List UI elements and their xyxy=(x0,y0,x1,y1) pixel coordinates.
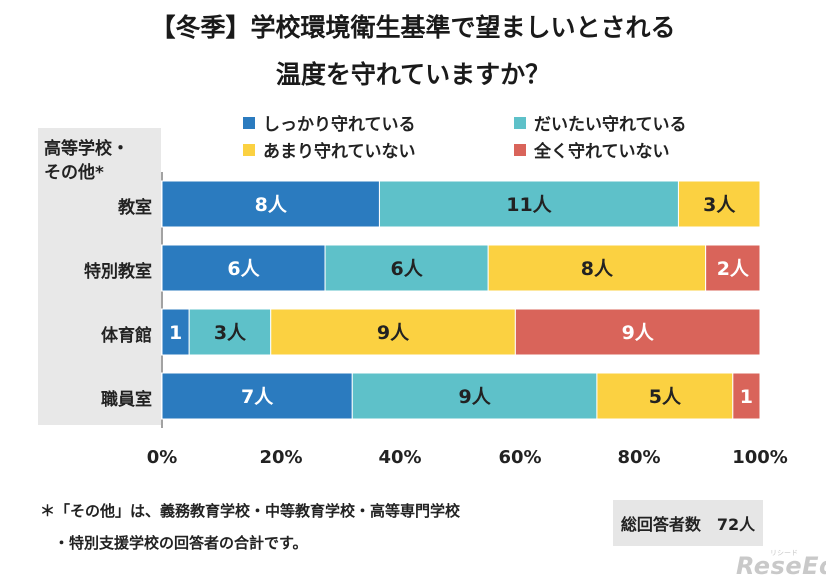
total-respondents-box: 総回答者数 72人 xyxy=(613,500,763,546)
legend-item-not-at-all: 全く守れていない xyxy=(514,137,670,162)
legend-label-not-at-all: 全く守れていない xyxy=(534,142,670,162)
data-label-classroom-not-much: 3人 xyxy=(703,194,736,216)
bar-classroom-mostly xyxy=(378,180,679,228)
bar-special-classroom-not-at-all xyxy=(705,244,761,292)
legend-swatch-not-at-all xyxy=(514,143,526,156)
legend-swatch-not-much xyxy=(243,143,255,156)
data-label-classroom-firmly: 8人 xyxy=(255,194,288,216)
bar-gym-not-at-all xyxy=(514,308,761,356)
x-tick-60: 60% xyxy=(498,447,542,468)
data-label-gym-firmly: 1 xyxy=(169,322,182,344)
legend-label-firmly: しっかり守れている xyxy=(263,115,416,135)
legend-item-mostly: だいたい守れている xyxy=(514,110,687,135)
bar-gym-firmly xyxy=(161,308,190,356)
row-label-special-classroom: 特別教室 xyxy=(84,262,152,282)
category-header-line2: その他* xyxy=(44,163,104,183)
data-label-special-classroom-not-much: 8人 xyxy=(581,258,614,280)
logo-subtext: リシード xyxy=(770,549,798,557)
footnote-line1: ＊「その他」は、義務教育学校・中等教育学校・高等専門学校 xyxy=(40,502,461,520)
legend-item-firmly: しっかり守れている xyxy=(243,110,416,135)
total-respondents-value: 72人 xyxy=(716,515,756,534)
legend-label-not-much: あまり守れていない xyxy=(263,142,416,162)
data-label-staff-room-not-much: 5人 xyxy=(649,386,682,408)
bar-classroom-firmly xyxy=(161,180,380,228)
data-label-classroom-mostly: 11人 xyxy=(506,194,552,216)
data-label-staff-room-mostly: 9人 xyxy=(458,386,491,408)
data-label-special-classroom-not-at-all: 2人 xyxy=(717,258,750,280)
category-header: 高等学校・ その他* xyxy=(44,137,129,185)
data-label-gym-not-much: 9人 xyxy=(377,322,410,344)
legend-item-not-much: あまり守れていない xyxy=(243,137,416,162)
x-tick-20: 20% xyxy=(259,447,303,468)
total-respondents-label: 総回答者数 xyxy=(620,515,701,534)
chart-title-line2: 温度を守れていますか？ xyxy=(275,60,551,89)
category-panel xyxy=(38,128,161,425)
legend-label-mostly: だいたい守れている xyxy=(534,115,687,135)
bar-special-classroom-not-much xyxy=(487,244,707,292)
bar-special-classroom-mostly xyxy=(324,244,489,292)
data-label-staff-room-not-at-all: 1 xyxy=(740,386,753,408)
data-label-special-classroom-firmly: 6人 xyxy=(227,258,260,280)
legend-swatch-mostly xyxy=(514,116,526,129)
bar-gym-not-much xyxy=(270,308,516,356)
x-tick-100: 100% xyxy=(732,447,788,468)
bar-staff-room-not-much xyxy=(596,372,734,420)
row-label-classroom: 教室 xyxy=(118,198,152,218)
bar-gym-mostly xyxy=(188,308,272,356)
data-label-gym-mostly: 3人 xyxy=(214,322,247,344)
row-label-gym: 体育館 xyxy=(101,326,152,346)
reseed-logo: ReseEd xyxy=(736,552,826,580)
x-tick-80: 80% xyxy=(617,447,661,468)
category-header-line1: 高等学校・ xyxy=(44,139,129,159)
data-label-special-classroom-mostly: 6人 xyxy=(391,258,424,280)
row-label-staff-room: 職員室 xyxy=(101,390,152,410)
legend-swatch-firmly xyxy=(243,116,255,129)
bar-classroom-not-much xyxy=(677,180,761,228)
data-label-gym-not-at-all: 9人 xyxy=(622,322,655,344)
chart-title-line1: 【冬季】学校環境衛生基準で望ましいとされる xyxy=(150,13,676,42)
x-tick-40: 40% xyxy=(378,447,422,468)
bar-staff-room-mostly xyxy=(351,372,598,420)
data-label-staff-room-firmly: 7人 xyxy=(241,386,274,408)
bar-staff-room-not-at-all xyxy=(732,372,761,420)
x-tick-0: 0% xyxy=(146,447,178,468)
bar-special-classroom-firmly xyxy=(161,244,326,292)
bar-staff-room-firmly xyxy=(161,372,353,420)
footnote-line2: ・特別支援学校の回答者の合計です。 xyxy=(54,534,308,552)
